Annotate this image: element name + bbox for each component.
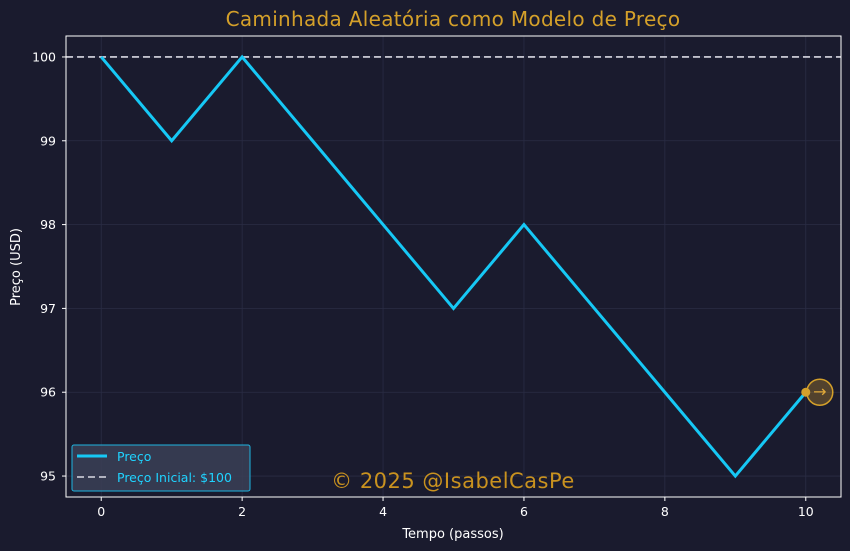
x-tick-label: 10 <box>798 504 814 519</box>
legend: Preço Preço Inicial: $100 <box>71 444 251 492</box>
y-tick-label: 100 <box>32 49 56 64</box>
end-point-marker <box>801 387 811 397</box>
x-tick-label: 8 <box>661 504 669 519</box>
x-tick-label: 0 <box>97 504 105 519</box>
y-axis-label: Preço (USD) <box>9 228 24 306</box>
legend-label-reference: Preço Inicial: $100 <box>117 470 232 485</box>
y-axis-ticks: 95 96 97 98 99 100 <box>32 49 66 484</box>
legend-label-price: Preço <box>117 449 151 464</box>
y-tick-label: 98 <box>40 217 56 232</box>
x-tick-label: 6 <box>520 504 528 519</box>
y-tick-label: 97 <box>40 301 56 316</box>
price-series-line <box>100 54 807 479</box>
arrow-circle-icon <box>806 378 834 406</box>
x-axis-label: Tempo (passos) <box>401 527 503 542</box>
grid <box>66 36 841 497</box>
x-tick-label: 4 <box>379 504 387 519</box>
y-tick-label: 96 <box>40 385 56 400</box>
x-tick-label: 2 <box>238 504 246 519</box>
x-axis-ticks: 0 2 4 6 8 10 <box>97 497 814 519</box>
y-tick-label: 95 <box>40 469 56 484</box>
y-tick-label: 99 <box>40 133 56 148</box>
end-arrow-marker: → <box>806 378 834 406</box>
watermark: © 2025 @IsabelCasPe <box>331 469 575 493</box>
axes-frame <box>65 35 842 498</box>
arrow-right-icon: → <box>813 382 826 401</box>
legend-box <box>71 444 251 492</box>
chart-title: Caminhada Aleatória como Modelo de Preço <box>226 7 681 31</box>
